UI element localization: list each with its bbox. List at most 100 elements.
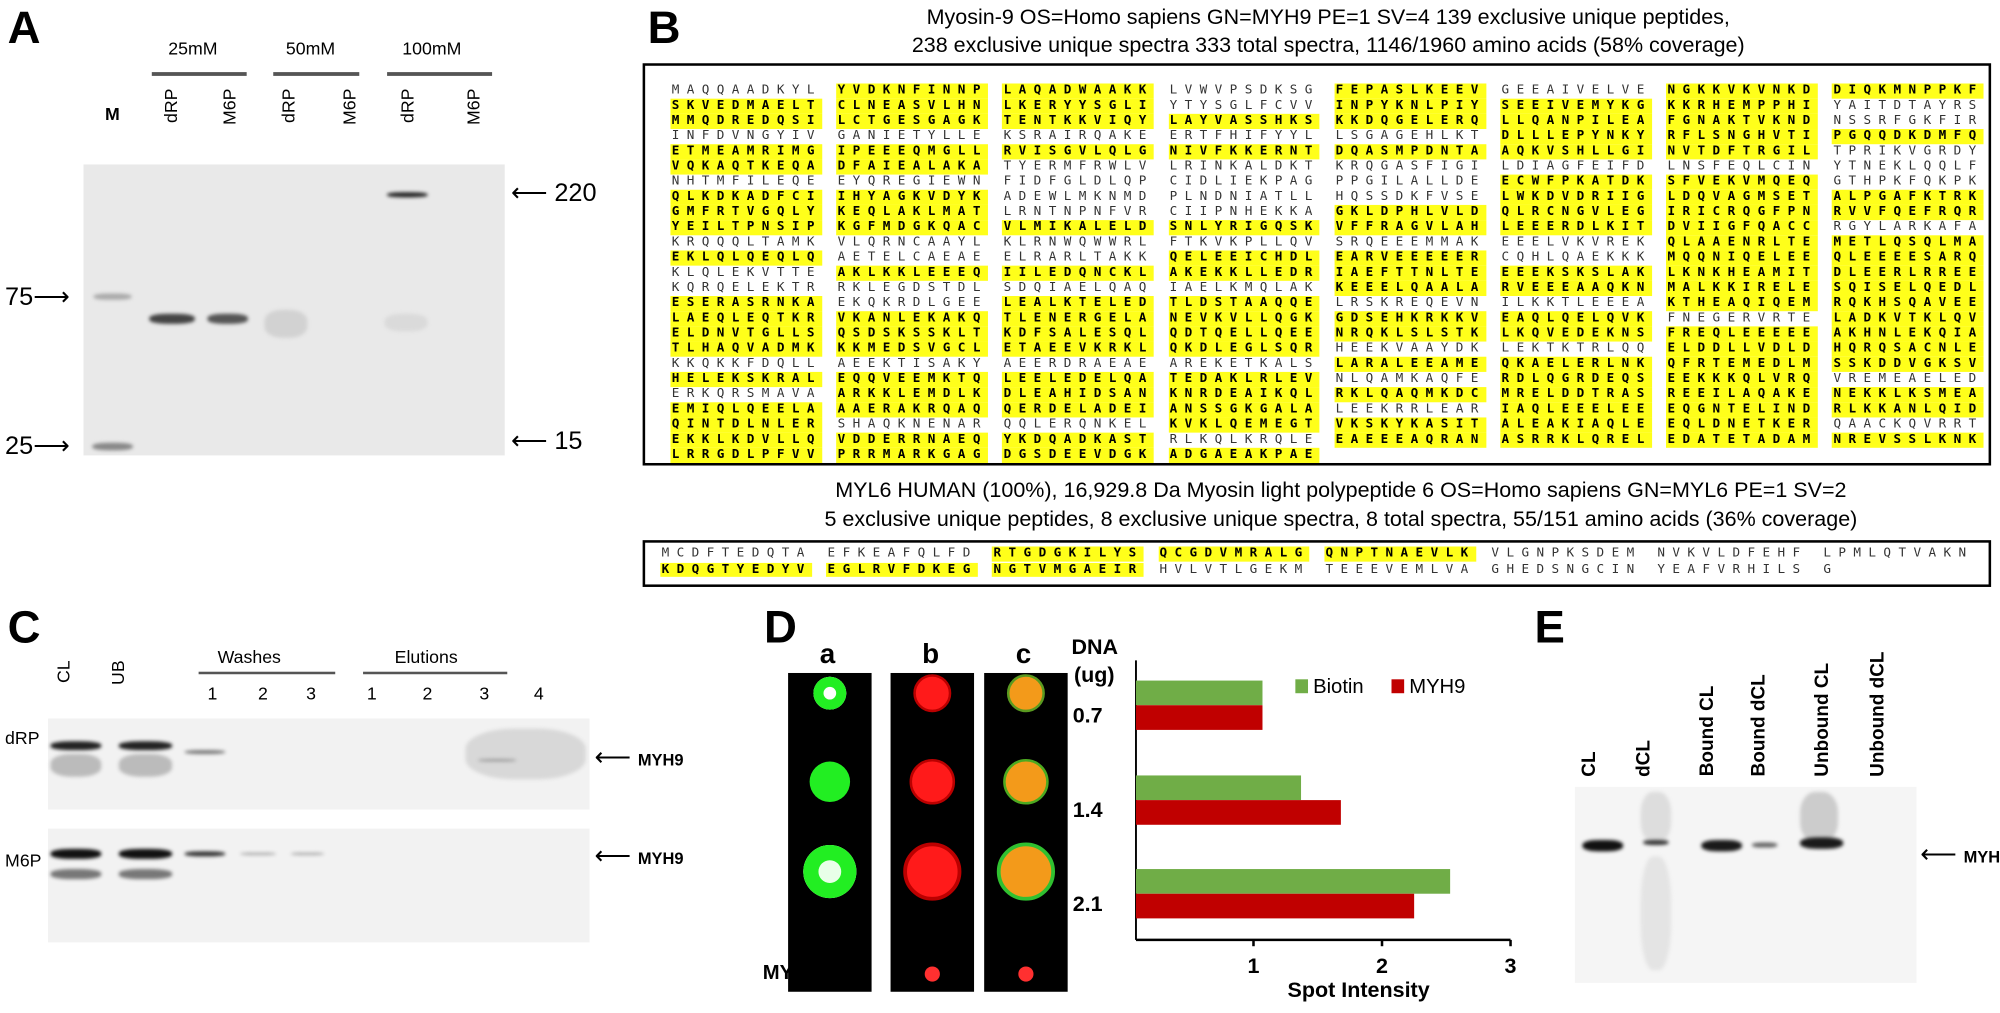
sequence-block: FNEGERVRTE xyxy=(1667,311,1818,326)
sequence-block: KLQLEKVTTE xyxy=(671,265,822,280)
sequence-block: GDSEHKRKKV xyxy=(1334,311,1486,326)
myh9-arrow-m6p: ⟵ MYH9 xyxy=(595,840,684,872)
sequence-block: EEEKSKSLAK xyxy=(1500,265,1652,281)
sequence-block: QKDLEGLSQR xyxy=(1168,341,1320,357)
elution-number: 3 xyxy=(479,683,490,704)
sequence-block: EAEEEAQRAN xyxy=(1334,432,1486,448)
left-arrow-icon: ⟵ xyxy=(511,427,555,456)
sequence-block: ADGAEAKPAE xyxy=(1168,447,1320,463)
blot-smear xyxy=(465,728,586,780)
blot-band xyxy=(1752,842,1778,848)
sequence-block: NEKKLKSMEA xyxy=(1832,387,1984,402)
sequence-block: KRQGASFIGI xyxy=(1335,159,1486,174)
blot-band xyxy=(1800,837,1844,849)
row-label-myh9: MYH9 xyxy=(762,962,820,985)
elution-number: 4 xyxy=(533,683,544,704)
sequence-block: IAELKMQLAK xyxy=(1169,280,1320,295)
lane-label: M6P xyxy=(218,88,240,125)
myh9-header-line-2: 238 exclusive unique spectra 333 total s… xyxy=(911,32,1745,57)
sequence-block: ECWFPKATDK xyxy=(1500,174,1652,190)
myh9-arrow-e: ⟵ MYH9 xyxy=(1920,839,2000,871)
sequence-block: MAQQAADKYL xyxy=(671,83,822,98)
dot-blot-column-c xyxy=(984,672,1068,992)
marker-value: 25 xyxy=(5,432,34,461)
sequence-block: SFVEKVMQEQ xyxy=(1666,174,1818,190)
lane-label-ub: UB xyxy=(107,660,128,685)
sequence-block: LWKDVDRIIG xyxy=(1500,189,1652,205)
sequence-block: AQKVSHLLGI xyxy=(1500,144,1652,159)
conc-label-25mm: 25mM xyxy=(168,37,218,59)
sequence-block: LNSFEQLCIN xyxy=(1667,159,1818,174)
sequence-block: LARALEEAME xyxy=(1334,356,1486,372)
panel-label-d: D xyxy=(764,600,797,653)
sequence-block: LSGAGEHLKT xyxy=(1335,129,1486,143)
sequence-block: TPRIKVGRDY xyxy=(1833,144,1984,159)
marker-band-25 xyxy=(92,442,133,451)
panel-label-b: B xyxy=(647,1,681,54)
sequence-block: DLEERLRREE xyxy=(1832,265,1984,281)
sequence-block: LKQVEDEKNS xyxy=(1500,326,1652,341)
sequence-block: PRRMARKGAG xyxy=(836,447,988,463)
sequence-block: YTNEKLQQLF xyxy=(1833,159,1984,174)
sequence-block: QDTQELLQEE xyxy=(1168,326,1320,341)
x-axis-label: Spot Intensity xyxy=(1288,978,1430,1002)
blot-drp xyxy=(48,718,590,810)
sequence-block: DIQKMNPPKF xyxy=(1832,83,1984,99)
x-tick-label: 2 xyxy=(1376,954,1388,978)
blot-smear xyxy=(1640,856,1672,971)
sequence-block: EAQLQELQVK xyxy=(1500,311,1652,326)
washes-underline xyxy=(198,671,336,675)
sequence-block: LRSKREQEVN xyxy=(1335,296,1486,310)
sequence-block: KDQGTYEDYV xyxy=(660,562,812,577)
row-label-drp: dRP xyxy=(5,727,40,748)
left-arrow-icon: ⟵ xyxy=(1920,841,1964,870)
sequence-block: VFFRAGVLAH xyxy=(1334,220,1486,235)
sequence-block: QNPTNAEVLK xyxy=(1324,546,1476,562)
sequence-block: LAEQLEQTKR xyxy=(670,311,822,326)
sequence-block: RVISGVLQLG xyxy=(1002,144,1154,159)
bar-biotin-2.1 xyxy=(1135,869,1451,894)
myl6-header-line-1: MYL6 HUMAN (100%), 16,929.8 Da Myosin li… xyxy=(835,478,1847,503)
dna-axis-unit: (ug) xyxy=(1073,662,1115,687)
sequence-block: AKLKKLEEEQ xyxy=(836,265,988,281)
sequence-block: AKEKKLLEDR xyxy=(1168,265,1320,281)
sequence-block: MMQDREDQSI xyxy=(670,113,822,129)
sequence-block: KLRNWQWWRL xyxy=(1003,235,1154,250)
marker-value: 220 xyxy=(554,179,597,208)
sequence-block: IRICRQGFPN xyxy=(1666,204,1818,220)
protein-band xyxy=(207,313,248,324)
bar-myh9-0.7 xyxy=(1135,705,1263,730)
sequence-block: ERTFHIFYYL xyxy=(1169,129,1320,143)
x-tick-label: 1 xyxy=(1248,954,1260,978)
sequence-block: LCTGESGAGK xyxy=(836,113,988,129)
sequence-block: KTHEAQIQEM xyxy=(1666,296,1818,311)
sequence-block: QLKDKADFCI xyxy=(670,189,822,205)
marker-band-75 xyxy=(93,293,132,300)
sequence-block: SRQEEEMMAK xyxy=(1335,235,1486,250)
sequence-block: NVKVLDFEHF xyxy=(1657,546,1808,561)
sequence-block: HVLVTLGEKM xyxy=(1159,562,1310,577)
sequence-block: EARVEEEEER xyxy=(1334,250,1486,266)
lane-label-cl: CL xyxy=(53,660,74,683)
sequence-block: ASRRKLQREL xyxy=(1500,432,1652,448)
sequence-block: ERKQRSMAVA xyxy=(671,387,822,402)
sequence-block: RTGDGKILYS xyxy=(992,546,1144,562)
spot-myh9 xyxy=(903,842,962,901)
sequence-block: INFDVNGYIV xyxy=(671,129,822,143)
sequence-block: ILKKTLEEEA xyxy=(1501,296,1652,310)
y-tick-label: 2.1 xyxy=(1073,892,1103,916)
sequence-block: YEAFVRHILS xyxy=(1657,562,1808,577)
sequence-block: LRNTNPNFVR xyxy=(1003,204,1154,219)
sequence-block: RFLSNGHVTI xyxy=(1666,129,1818,144)
sequence-block: VKANLEKAKQ xyxy=(836,311,988,326)
sequence-block: YTYSGLFCVV xyxy=(1169,98,1320,113)
bar-myh9-1.4 xyxy=(1135,800,1341,825)
sequence-block: DLLLEPYNKY xyxy=(1500,129,1652,144)
lane-label: M6P xyxy=(339,88,360,125)
sequence-block: VLQRNCAAYL xyxy=(837,235,988,250)
left-arrow-icon: ⟵ xyxy=(511,179,555,208)
lane-label: dRP xyxy=(397,88,418,124)
blot-m6p xyxy=(48,828,590,943)
wash-number: 2 xyxy=(258,683,268,704)
sequence-block: AAERAKRQAQ xyxy=(836,402,988,417)
